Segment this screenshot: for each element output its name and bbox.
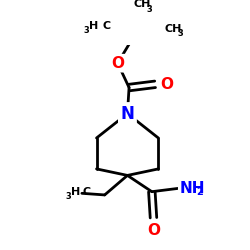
Text: 3: 3 [66,192,71,201]
Text: C: C [83,187,91,197]
Text: CH: CH [165,24,182,34]
Text: O: O [111,56,124,71]
Text: C: C [102,21,110,31]
Text: H: H [71,187,80,197]
Text: O: O [160,77,173,92]
Text: 3: 3 [146,5,152,14]
Text: CH: CH [134,0,151,10]
Text: 2: 2 [196,188,202,198]
Text: N: N [120,104,134,122]
Text: 3: 3 [177,30,183,38]
Text: O: O [147,224,160,238]
Text: H: H [89,21,98,31]
Text: NH: NH [180,181,205,196]
Text: 3: 3 [84,26,89,35]
